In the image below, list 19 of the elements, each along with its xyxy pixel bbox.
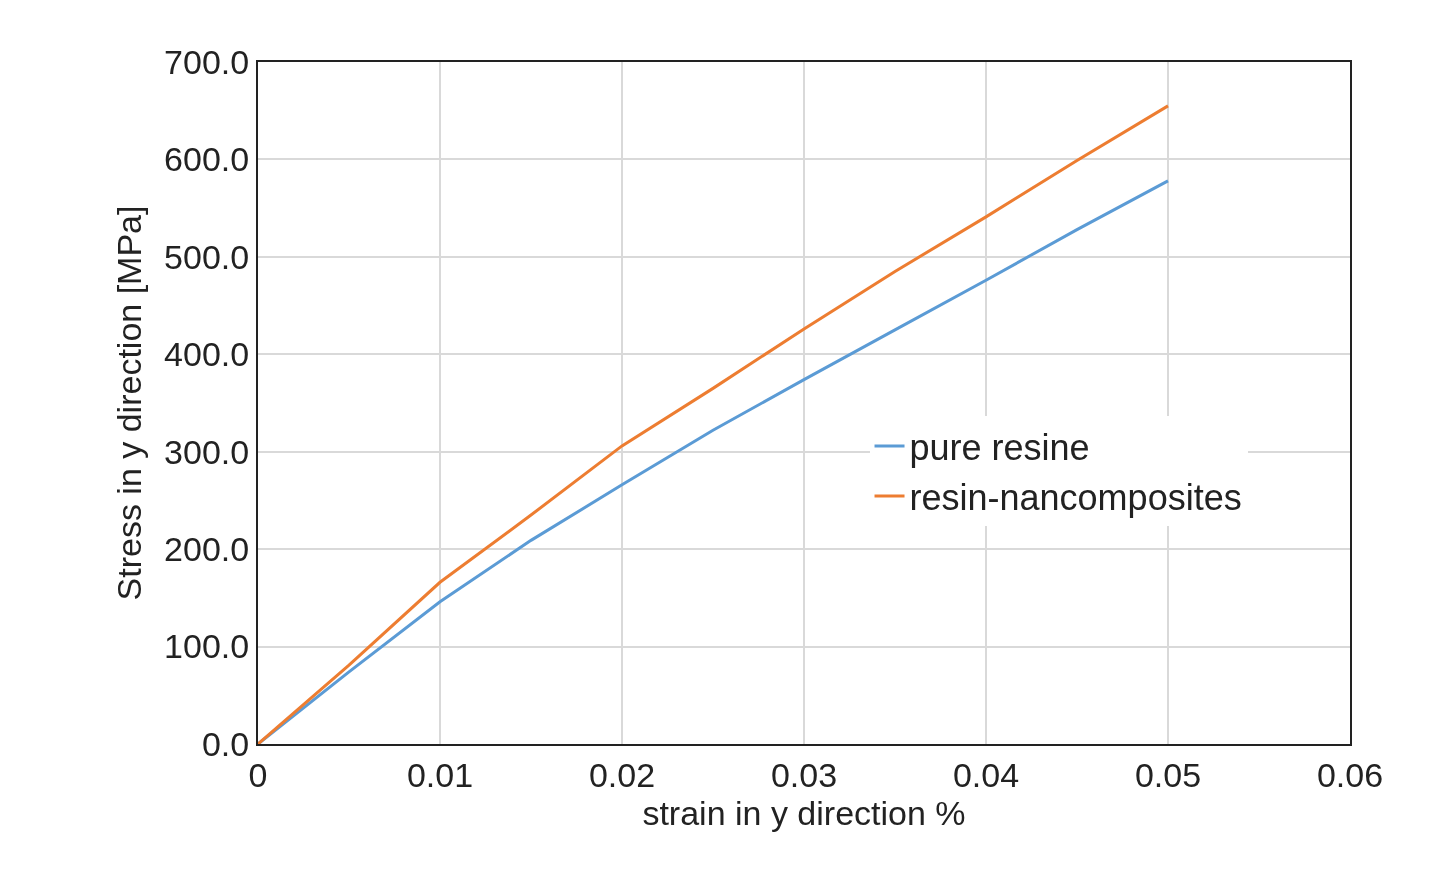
y-tick-label: 100.0 xyxy=(164,627,250,666)
y-tick-label: 400.0 xyxy=(164,335,250,374)
x-tick-label: 0.02 xyxy=(588,755,656,794)
y-tick-label: 700.0 xyxy=(164,42,250,81)
x-tick-label: 0.05 xyxy=(1134,755,1202,794)
x-tick-label: 0.06 xyxy=(1316,755,1384,794)
x-tick-label: 0.01 xyxy=(406,755,474,794)
x-axis-title: strain in y direction % xyxy=(642,793,966,832)
x-tick-label: 0.04 xyxy=(952,755,1020,794)
x-tick-label: 0.03 xyxy=(770,755,838,794)
y-tick-label: 200.0 xyxy=(164,530,250,569)
y-tick-label: 600.0 xyxy=(164,140,250,179)
legend-label: resin-nancomposites xyxy=(909,476,1242,518)
x-tick-label: 0 xyxy=(248,755,268,794)
y-tick-label: 500.0 xyxy=(164,237,250,276)
y-tick-label: 300.0 xyxy=(164,432,250,471)
legend-label: pure resine xyxy=(909,427,1090,469)
y-tick-label: 0.0 xyxy=(201,724,250,763)
y-axis-title: Stress in y direction [MPa] xyxy=(110,205,149,601)
